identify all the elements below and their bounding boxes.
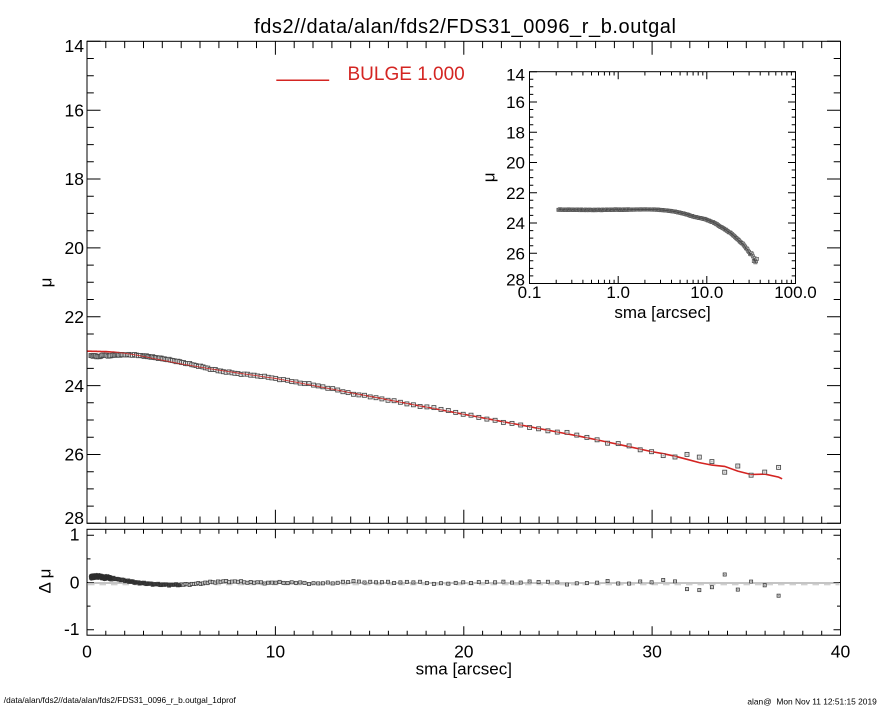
svg-text:0.1: 0.1: [518, 283, 542, 302]
svg-text:26: 26: [506, 244, 525, 263]
svg-text:18: 18: [65, 169, 84, 189]
svg-text:20: 20: [65, 238, 85, 258]
svg-text:Δ μ: Δ μ: [35, 569, 54, 594]
svg-text:16: 16: [65, 100, 84, 120]
svg-text:10: 10: [266, 642, 286, 662]
svg-text:28: 28: [506, 271, 525, 290]
svg-text:40: 40: [831, 642, 851, 662]
svg-text:24: 24: [506, 214, 525, 233]
svg-text:sma [arcsec]: sma [arcsec]: [614, 303, 710, 322]
svg-text:fds2//data/alan/fds2/FDS31_009: fds2//data/alan/fds2/FDS31_0096_r_b.outg…: [254, 16, 676, 38]
svg-text:0: 0: [82, 642, 92, 662]
svg-text:14: 14: [65, 36, 85, 56]
svg-text:μ: μ: [37, 278, 56, 288]
svg-text:μ: μ: [480, 172, 499, 182]
svg-text:1: 1: [70, 525, 80, 545]
svg-text:28: 28: [65, 508, 84, 528]
svg-text:100.0: 100.0: [774, 283, 817, 302]
svg-text:-1: -1: [64, 619, 80, 639]
svg-text:BULGE 1.000: BULGE 1.000: [348, 64, 465, 85]
svg-text:24: 24: [65, 376, 85, 396]
svg-text:20: 20: [506, 154, 525, 173]
svg-text:20: 20: [454, 642, 474, 662]
svg-text:1.0: 1.0: [606, 283, 630, 302]
svg-text:0: 0: [70, 573, 80, 593]
svg-text:30: 30: [642, 642, 662, 662]
svg-text:10.0: 10.0: [690, 283, 723, 302]
svg-text:26: 26: [65, 445, 84, 465]
svg-text:16: 16: [506, 93, 525, 112]
svg-text:22: 22: [65, 307, 84, 327]
svg-text:14: 14: [506, 66, 525, 85]
svg-text:22: 22: [506, 184, 525, 203]
svg-text:18: 18: [506, 123, 525, 142]
svg-text:alan@ Mon Nov 11 12:51:15 201: alan@ Mon Nov 11 12:51:15 2019: [747, 697, 877, 707]
svg-text:sma [arcsec]: sma [arcsec]: [416, 660, 512, 679]
svg-text:/data/alan/fds2//data/alan/fds: /data/alan/fds2//data/alan/fds2/FDS31_00…: [4, 695, 237, 705]
